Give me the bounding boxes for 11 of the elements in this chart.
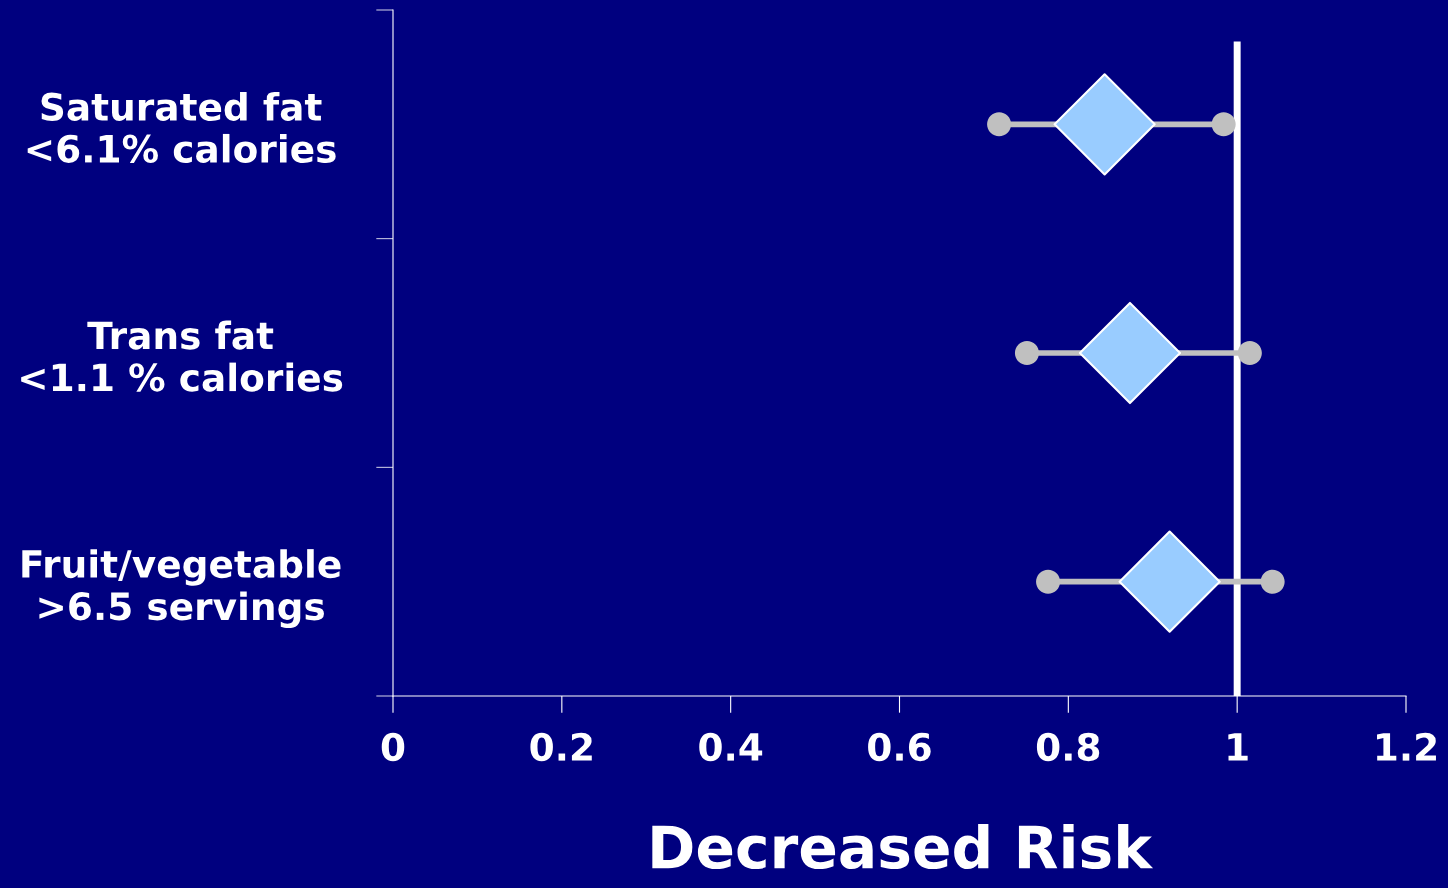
x-tick-label: 0.8 xyxy=(1036,732,1100,762)
x-tick-label: 0 xyxy=(381,732,405,762)
y-tick-label: Trans fat <1.1 % calories xyxy=(21,320,343,392)
x-tick-label: 0.2 xyxy=(530,732,592,762)
x-tick-label: 0.6 xyxy=(868,732,931,762)
x-tick-label: 1 xyxy=(1228,733,1248,761)
y-tick-label: Fruit/vegetable >6.5 servings xyxy=(22,549,341,628)
y-tick-label: Saturated fat <6.1% calories xyxy=(27,91,336,163)
x-tick-label: 1.2 xyxy=(1377,732,1436,761)
x-axis-title: Decreased Risk xyxy=(652,823,1154,870)
x-tick-label: 0.4 xyxy=(699,732,763,762)
